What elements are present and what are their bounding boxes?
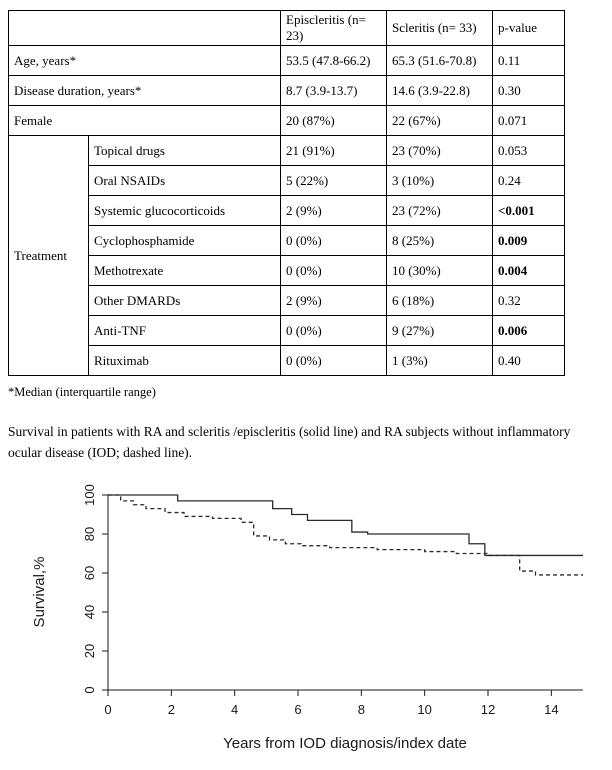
row-label: Systemic glucocorticoids — [88, 195, 281, 226]
y-tick-label: 60 — [82, 566, 97, 580]
survival-curve-solid — [108, 494, 583, 556]
row-label: Topical drugs — [88, 135, 281, 166]
survival-figure: Survival,% Years from IOD diagnosis/inde… — [8, 480, 604, 770]
cell-episcleritis: 5 (22%) — [280, 165, 387, 196]
table-row-disease-duration: Disease duration, years* 8.7 (3.9-13.7) … — [8, 75, 565, 106]
cell-episcleritis: 53.5 (47.8-66.2) — [280, 45, 387, 76]
table-row-cyclophosphamide: Cyclophosphamide 0 (0%) 8 (25%) 0.009 — [9, 225, 565, 256]
table-row-female: Female 20 (87%) 22 (67%) 0.071 — [8, 105, 565, 136]
cell-scleritis: 6 (18%) — [386, 285, 493, 316]
x-tick-label: 10 — [417, 702, 431, 717]
cell-episcleritis: 0 (0%) — [280, 345, 387, 376]
y-tick-label: 20 — [82, 644, 97, 658]
cell-scleritis: 10 (30%) — [386, 255, 493, 286]
x-tick-label: 8 — [358, 702, 365, 717]
y-tick-label: 80 — [82, 527, 97, 541]
table-row-age: Age, years* 53.5 (47.8-66.2) 65.3 (51.6-… — [8, 45, 565, 76]
cell-scleritis: 14.6 (3.9-22.8) — [386, 75, 493, 106]
treatment-group-label: Treatment — [8, 135, 89, 376]
x-tick-label: 12 — [481, 702, 495, 717]
cell-episcleritis: 21 (91%) — [280, 135, 387, 166]
x-tick-label: 4 — [231, 702, 238, 717]
row-label: Cyclophosphamide — [88, 225, 281, 256]
row-label: Disease duration, years* — [8, 75, 281, 106]
cell-scleritis: 23 (70%) — [386, 135, 493, 166]
cell-pvalue: 0.24 — [492, 165, 565, 196]
cell-pvalue: 0.006 — [492, 315, 565, 346]
table-footnote: *Median (interquartile range) — [8, 385, 156, 399]
cell-pvalue: 0.004 — [492, 255, 565, 286]
x-tick-label: 2 — [168, 702, 175, 717]
cell-episcleritis: 2 (9%) — [280, 285, 387, 316]
table-row-methotrexate: Methotrexate 0 (0%) 10 (30%) 0.004 — [9, 255, 565, 286]
table-row-oral-nsaids: Oral NSAIDs 5 (22%) 3 (10%) 0.24 — [9, 165, 565, 196]
y-tick-label: 40 — [82, 605, 97, 619]
cell-pvalue: 0.32 — [492, 285, 565, 316]
table-row-anti-tnf: Anti-TNF 0 (0%) 9 (27%) 0.006 — [9, 315, 565, 346]
cell-episcleritis: 0 (0%) — [280, 255, 387, 286]
survival-chart: Survival,% Years from IOD diagnosis/inde… — [31, 484, 583, 752]
cell-pvalue: 0.11 — [492, 45, 565, 76]
cell-episcleritis: 2 (9%) — [280, 195, 387, 226]
cell-pvalue: <0.001 — [492, 195, 565, 226]
stats-table: Episcleritis (n= 23) Scleritis (n= 33) p… — [8, 10, 565, 376]
cell-pvalue: 0.40 — [492, 345, 565, 376]
cell-scleritis: 23 (72%) — [386, 195, 493, 226]
header-pvalue: p-value — [492, 10, 565, 46]
cell-pvalue: 0.071 — [492, 105, 565, 136]
table-header-row: Episcleritis (n= 23) Scleritis (n= 33) p… — [8, 10, 565, 46]
cell-episcleritis: 8.7 (3.9-13.7) — [280, 75, 387, 106]
cell-episcleritis: 20 (87%) — [280, 105, 387, 136]
table-row-topical-drugs: Treatment Topical drugs 21 (91%) 23 (70%… — [8, 135, 565, 376]
header-episcleritis: Episcleritis (n= 23) — [280, 10, 387, 46]
row-label: Female — [8, 105, 281, 136]
row-label: Rituximab — [88, 345, 281, 376]
row-label: Methotrexate — [88, 255, 281, 286]
row-label: Oral NSAIDs — [88, 165, 281, 196]
x-tick-label: 14 — [544, 702, 558, 717]
x-tick-label: 0 — [104, 702, 111, 717]
y-tick-label: 0 — [82, 686, 97, 693]
x-tick-label: 6 — [294, 702, 301, 717]
survival-curve-dashed — [108, 494, 583, 576]
row-label: Age, years* — [8, 45, 281, 76]
chart-ylabel: Survival,% — [31, 556, 48, 627]
cell-scleritis: 22 (67%) — [386, 105, 493, 136]
figure-caption: Survival in patients with RA and sclerit… — [8, 424, 571, 460]
cell-pvalue: 0.30 — [492, 75, 565, 106]
header-blank-cell — [8, 10, 281, 46]
row-label: Anti-TNF — [88, 315, 281, 346]
y-tick-label: 100 — [82, 484, 97, 506]
header-scleritis: Scleritis (n= 33) — [386, 10, 493, 46]
cell-pvalue: 0.053 — [492, 135, 565, 166]
chart-xlabel: Years from IOD diagnosis/index date — [223, 735, 467, 752]
cell-scleritis: 1 (3%) — [386, 345, 493, 376]
cell-pvalue: 0.009 — [492, 225, 565, 256]
cell-scleritis: 3 (10%) — [386, 165, 493, 196]
cell-scleritis: 8 (25%) — [386, 225, 493, 256]
table-row-other-dmards: Other DMARDs 2 (9%) 6 (18%) 0.32 — [9, 285, 565, 316]
row-label: Other DMARDs — [88, 285, 281, 316]
table-row-rituximab: Rituximab 0 (0%) 1 (3%) 0.40 — [9, 345, 565, 376]
cell-episcleritis: 0 (0%) — [280, 225, 387, 256]
cell-scleritis: 65.3 (51.6-70.8) — [386, 45, 493, 76]
cell-episcleritis: 0 (0%) — [280, 315, 387, 346]
cell-scleritis: 9 (27%) — [386, 315, 493, 346]
table-row-systemic-glucocorticoids: Systemic glucocorticoids 2 (9%) 23 (72%)… — [9, 195, 565, 226]
